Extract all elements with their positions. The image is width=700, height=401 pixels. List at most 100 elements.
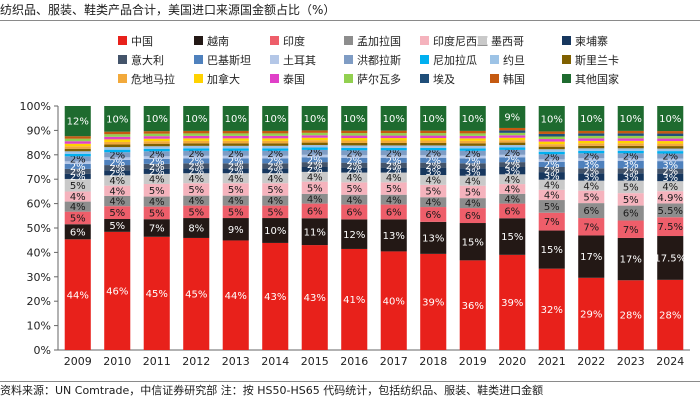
data-label-2022-4: 5% xyxy=(583,192,599,203)
bar-2014-7 xyxy=(262,163,289,169)
bar-2019-5 xyxy=(459,175,486,186)
data-label-2012-7: 2% xyxy=(188,161,204,172)
legend-swatch-8 xyxy=(194,55,203,64)
bar-2019-0 xyxy=(459,260,486,350)
legend-label-17: 萨尔瓦多 xyxy=(357,72,401,86)
bar-2021-10 xyxy=(538,154,565,160)
bar-2014-13 xyxy=(262,143,289,146)
bar-2016-0 xyxy=(341,248,368,350)
bar-2012-7 xyxy=(183,163,210,169)
bar-2021-0 xyxy=(538,268,565,350)
bar-2019-8 xyxy=(459,158,486,164)
bar-2012-16 xyxy=(183,135,210,139)
bar-2015-7 xyxy=(301,162,328,167)
data-label-2023-7: 2% xyxy=(623,166,639,177)
bar-2011-15 xyxy=(143,138,170,142)
bar-2011-9 xyxy=(143,156,170,159)
bar-2010-12 xyxy=(104,147,131,150)
data-label-2023-4: 5% xyxy=(623,195,639,206)
bar-2018-17 xyxy=(420,133,447,136)
bar-2020-20 xyxy=(499,106,526,128)
data-label-2016-20: 10% xyxy=(343,114,365,125)
bar-2009-20 xyxy=(64,106,91,137)
chart-title: 纺织品、服装、鞋类产品合计，美国进口来源国金额占比（%） xyxy=(0,3,336,17)
bar-2024-5 xyxy=(657,181,684,192)
bar-2024-14 xyxy=(657,143,684,147)
bar-2009-16 xyxy=(64,141,91,144)
bar-2024-16 xyxy=(657,138,684,142)
data-label-2010-7: 2% xyxy=(109,163,125,174)
data-label-2014-4: 5% xyxy=(267,185,283,196)
bar-2010-8 xyxy=(104,159,131,166)
legend-swatch-17 xyxy=(344,74,353,83)
bar-2011-4 xyxy=(143,183,170,197)
bar-2019-16 xyxy=(459,135,486,139)
bar-2016-9 xyxy=(341,155,368,158)
bar-2024-11 xyxy=(657,151,684,154)
data-label-2012-20: 10% xyxy=(185,114,207,125)
bar-2018-7 xyxy=(420,162,447,168)
data-label-2023-20: 10% xyxy=(620,114,642,125)
data-label-2015-1: 11% xyxy=(304,227,326,238)
bar-2011-3 xyxy=(143,196,170,207)
bar-2017-13 xyxy=(380,142,407,146)
data-label-2014-10: 2% xyxy=(267,149,283,160)
data-label-2019-10: 2% xyxy=(465,149,481,160)
bar-2013-10 xyxy=(222,150,249,156)
data-label-2024-7: 2% xyxy=(662,167,678,178)
bar-2013-19 xyxy=(222,130,249,134)
data-label-2015-2: 6% xyxy=(307,207,323,218)
legend-swatch-9 xyxy=(270,55,279,64)
x-tick-label-2015: 2015 xyxy=(301,355,329,368)
bar-2010-10 xyxy=(104,152,131,158)
bar-2012-20 xyxy=(183,106,210,131)
bar-2012-13 xyxy=(183,143,210,146)
bar-2019-14 xyxy=(459,140,486,144)
data-label-2022-5: 4% xyxy=(583,181,599,192)
bar-2009-12 xyxy=(64,151,91,154)
bar-2015-9 xyxy=(301,154,328,158)
bar-2014-8 xyxy=(262,158,289,164)
bar-2015-19 xyxy=(301,130,328,133)
data-label-2013-5: 4% xyxy=(228,174,244,185)
bar-2024-3 xyxy=(657,203,684,218)
data-label-2010-2: 5% xyxy=(109,208,125,219)
bar-2015-3 xyxy=(301,193,328,204)
bar-2020-17 xyxy=(499,132,526,136)
data-label-2012-5: 4% xyxy=(188,174,204,185)
data-label-2010-10: 2% xyxy=(109,150,125,161)
data-label-2018-2: 6% xyxy=(425,210,441,221)
bar-2018-16 xyxy=(420,135,447,139)
bar-2017-3 xyxy=(380,194,407,205)
data-label-2016-2: 6% xyxy=(346,208,362,219)
bar-2023-7 xyxy=(617,168,644,174)
bar-2022-10 xyxy=(578,153,605,159)
bar-2011-10 xyxy=(143,151,170,157)
bar-2023-1 xyxy=(617,237,644,281)
legend-label-8: 巴基斯坦 xyxy=(207,53,251,67)
bar-2011-8 xyxy=(143,158,170,164)
data-label-2017-0: 40% xyxy=(383,296,405,307)
bar-2024-20 xyxy=(657,106,684,132)
bar-2023-5 xyxy=(617,180,644,194)
bar-2017-17 xyxy=(380,133,407,136)
bar-2017-15 xyxy=(380,138,407,141)
bar-2011-20 xyxy=(143,106,170,132)
bar-2012-4 xyxy=(183,183,210,196)
data-label-2012-1: 8% xyxy=(188,224,204,235)
legend-label-20: 其他国家 xyxy=(575,72,619,86)
data-label-2019-2: 6% xyxy=(465,211,481,222)
bar-2021-12 xyxy=(538,149,565,152)
bar-2017-5 xyxy=(380,172,407,183)
data-label-2018-4: 5% xyxy=(425,187,441,198)
legend-label-6: 柬埔寨 xyxy=(575,34,608,48)
bar-2019-19 xyxy=(459,130,486,134)
data-label-2023-3: 6% xyxy=(623,209,639,220)
legend-label-19: 韩国 xyxy=(503,72,525,86)
bar-2023-17 xyxy=(617,135,644,139)
bar-2018-19 xyxy=(420,130,447,134)
bar-2023-14 xyxy=(617,143,644,146)
bar-2010-6 xyxy=(104,170,131,176)
bar-2018-0 xyxy=(420,253,447,350)
data-label-2012-0: 45% xyxy=(185,290,207,301)
